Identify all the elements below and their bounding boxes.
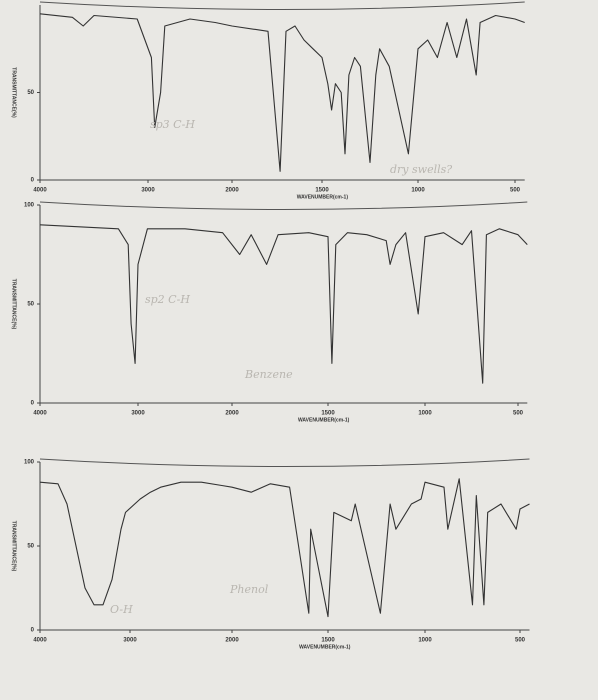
x-tick-label: 2000 bbox=[225, 411, 239, 417]
annotation: sp3 C-H bbox=[150, 118, 195, 131]
y-tick-label: 0 bbox=[31, 401, 35, 407]
x-tick-label: 500 bbox=[513, 411, 524, 417]
annotation: dry swells? bbox=[390, 163, 452, 176]
x-tick-label: 2000 bbox=[225, 638, 239, 644]
x-tick-label: 1000 bbox=[418, 638, 432, 644]
top-frame bbox=[39, 1, 525, 10]
y-tick-label: 50 bbox=[27, 90, 34, 96]
annotation: sp2 C-H bbox=[145, 293, 190, 306]
x-axis-label: WAVENUMBER(cm-1) bbox=[297, 194, 349, 200]
x-tick-label: 2000 bbox=[225, 188, 239, 194]
x-tick-label: 3000 bbox=[141, 188, 155, 194]
x-tick-label: 1000 bbox=[411, 188, 425, 194]
x-tick-label: 4000 bbox=[33, 638, 47, 644]
top-frame bbox=[39, 458, 530, 467]
y-axis-label: TRANSMITTANCE(%) bbox=[11, 521, 17, 572]
x-tick-label: 3000 bbox=[123, 638, 137, 644]
annotation: Phenol bbox=[229, 583, 269, 596]
x-tick-label: 4000 bbox=[33, 411, 47, 417]
x-axis-label: WAVENUMBER(cm-1) bbox=[299, 644, 351, 650]
y-tick-label: 50 bbox=[27, 544, 34, 550]
y-axis-label: TRANSMITTANCE(%) bbox=[11, 279, 17, 330]
annotation: O-H bbox=[110, 603, 133, 616]
x-tick-label: 1000 bbox=[418, 411, 432, 417]
x-tick-label: 3000 bbox=[131, 411, 145, 417]
spectrum-line bbox=[39, 13, 525, 172]
y-tick-label: 100 bbox=[24, 203, 35, 209]
y-tick-label: 0 bbox=[31, 178, 35, 184]
x-tick-label: 500 bbox=[515, 638, 526, 644]
y-tick-label: 0 bbox=[31, 628, 35, 634]
x-tick-label: 500 bbox=[510, 188, 521, 194]
x-tick-label: 1500 bbox=[321, 638, 335, 644]
top-frame bbox=[39, 201, 528, 210]
x-axis-label: WAVENUMBER(cm-1) bbox=[298, 417, 350, 423]
x-tick-label: 1500 bbox=[321, 411, 335, 417]
spectrum-line bbox=[39, 224, 528, 384]
spectrum-line bbox=[39, 478, 530, 618]
y-tick-label: 50 bbox=[27, 302, 34, 308]
annotation: Benzene bbox=[244, 368, 293, 381]
x-tick-label: 4000 bbox=[33, 188, 47, 194]
x-tick-label: 1500 bbox=[315, 188, 329, 194]
y-axis-label: TRANSMITTANCE(%) bbox=[11, 67, 17, 118]
y-tick-label: 100 bbox=[24, 460, 35, 466]
